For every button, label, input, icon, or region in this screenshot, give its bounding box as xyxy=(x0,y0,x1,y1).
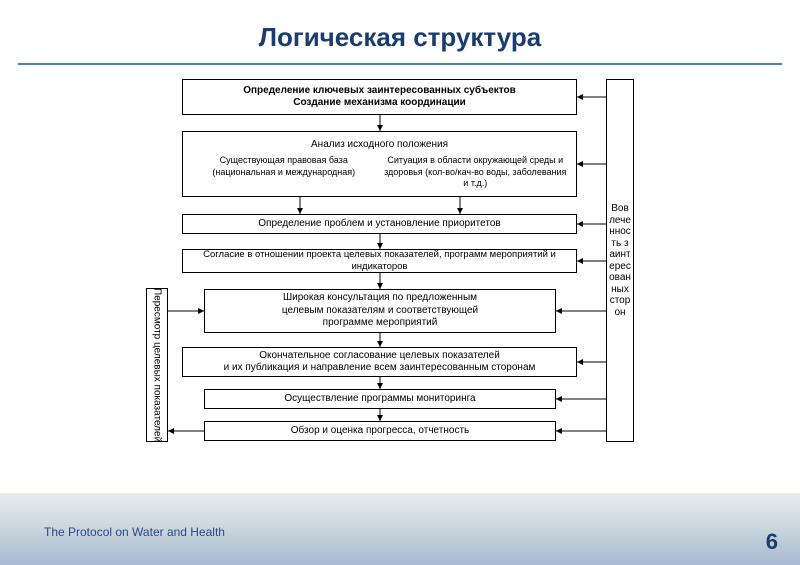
box-review: Обзор и оценка прогресса, отчетность xyxy=(204,421,556,441)
footer-text: The Protocol on Water and Health xyxy=(44,525,225,539)
box-problems-priorities: Определение проблем и установление приор… xyxy=(182,214,577,234)
text: и их публикация и направление всем заинт… xyxy=(224,362,536,375)
page-title: Логическая структура xyxy=(0,0,800,63)
text-legal: Существующая правовая база (национальная… xyxy=(188,155,380,189)
text: Широкая консультация по предложенным xyxy=(283,292,477,305)
text: программе мероприятий xyxy=(323,317,438,330)
text: Анализ исходного положения xyxy=(311,139,448,152)
box-baseline-analysis: Анализ исходного положения Существующая … xyxy=(182,131,577,197)
text: Окончательное согласование целевых показ… xyxy=(259,350,500,363)
page-number: 6 xyxy=(766,529,778,555)
box-stakeholders: Определение ключевых заинтересованных су… xyxy=(182,79,577,115)
text: Вовлеченность заинтересованных сторон xyxy=(609,203,631,318)
title-divider xyxy=(18,63,782,65)
box-consultation: Широкая консультация по предложенным цел… xyxy=(204,289,556,333)
box-agreement-draft: Согласие в отношении проекта целевых пок… xyxy=(182,249,577,273)
box-monitoring: Осуществление программы мониторинга xyxy=(204,389,556,409)
box-final-agreement: Окончательное согласование целевых показ… xyxy=(182,347,577,377)
text: Пересмотр целевых показателей xyxy=(152,288,163,442)
box-revision-loop: Пересмотр целевых показателей xyxy=(146,288,168,442)
text: Создание механизма координации xyxy=(293,97,466,110)
flowchart-diagram: Определение ключевых заинтересованных су… xyxy=(0,69,800,464)
box-stakeholder-involvement: Вовлеченность заинтересованных сторон xyxy=(606,79,634,442)
footer-bar: The Protocol on Water and Health xyxy=(0,493,800,565)
text: Определение ключевых заинтересованных су… xyxy=(243,85,516,98)
text-env-health: Ситуация в области окружающей среды и зд… xyxy=(380,155,572,189)
text: целевым показателям и соответствующей xyxy=(282,305,478,318)
